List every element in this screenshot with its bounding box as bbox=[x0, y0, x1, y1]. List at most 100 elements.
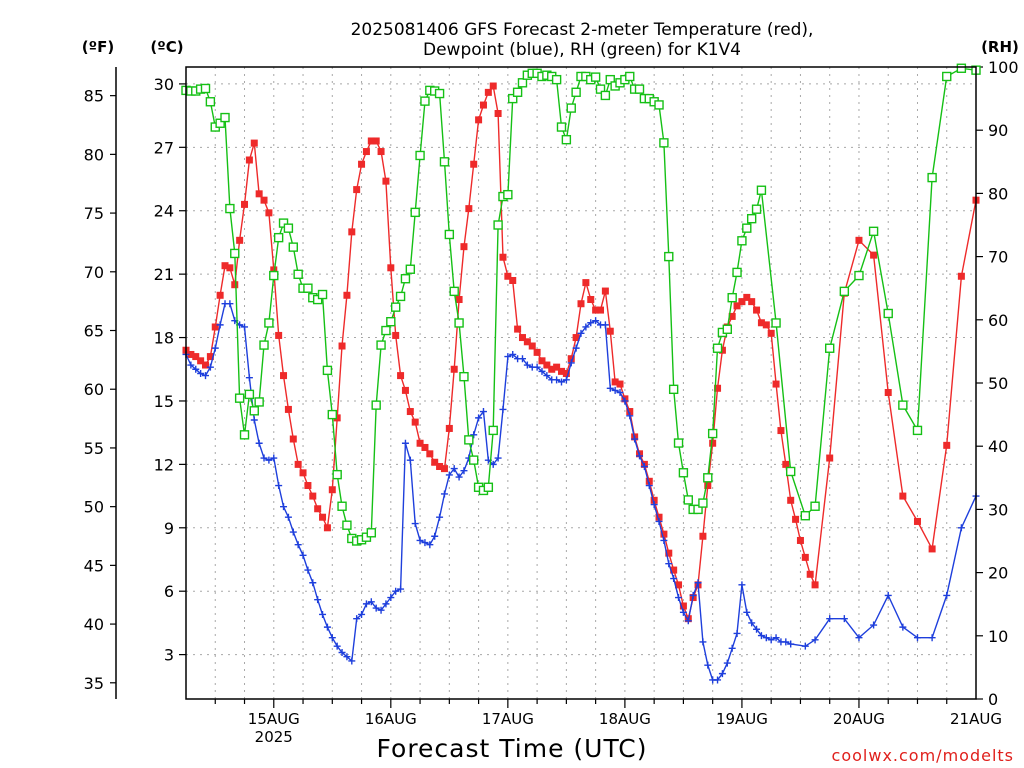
rh-point bbox=[839, 286, 850, 297]
dewpoint-point bbox=[377, 606, 385, 614]
temperature-point bbox=[704, 482, 712, 490]
dewpoint-point bbox=[319, 610, 327, 618]
data-series bbox=[181, 63, 981, 684]
temperature-point bbox=[884, 389, 892, 397]
dewpoint-point bbox=[499, 405, 507, 413]
temperature-point bbox=[533, 348, 541, 356]
dewpoint-point bbox=[299, 551, 307, 559]
temperature-point bbox=[675, 581, 683, 589]
dewpoint-point bbox=[387, 594, 395, 602]
rh-tick-label: 20 bbox=[988, 564, 1008, 583]
dewpoint-point bbox=[689, 591, 697, 599]
temperature-point bbox=[202, 361, 210, 369]
rh-point bbox=[756, 185, 767, 195]
dewpoint-point bbox=[211, 344, 219, 352]
x-tick-label: 16AUG bbox=[365, 710, 417, 728]
temperature-point bbox=[665, 549, 673, 557]
fahrenheit-tick-label: 65 bbox=[84, 322, 104, 341]
temperature-point bbox=[280, 372, 288, 380]
temperature-point bbox=[489, 82, 497, 90]
rh-tick-label: 50 bbox=[988, 374, 1008, 393]
fahrenheit-tick-label: 60 bbox=[84, 380, 104, 399]
temperature-point bbox=[626, 408, 634, 416]
temperature-point bbox=[377, 148, 385, 156]
dewpoint-point bbox=[928, 634, 936, 642]
rh-point bbox=[317, 289, 328, 300]
celsius-tick-label: 6 bbox=[164, 582, 174, 601]
rh-point bbox=[434, 88, 445, 99]
temperature-point bbox=[314, 505, 322, 513]
rh-point bbox=[269, 270, 279, 281]
dewpoint-point bbox=[455, 473, 463, 481]
dewpoint-point bbox=[358, 610, 366, 618]
dewpoint-point bbox=[333, 642, 341, 650]
rh-point bbox=[751, 204, 762, 214]
dewpoint-point bbox=[621, 397, 629, 405]
x-axis-title: Forecast Time (UTC) bbox=[377, 734, 648, 763]
rh-point bbox=[249, 406, 259, 416]
temperature-point bbox=[275, 331, 283, 339]
rh-point bbox=[810, 501, 820, 511]
rh-point bbox=[742, 223, 752, 233]
fahrenheit-tick-label: 85 bbox=[84, 87, 104, 106]
temperature-point bbox=[358, 160, 366, 168]
temperature-point bbox=[518, 334, 526, 342]
temperature-point bbox=[406, 408, 414, 416]
temperature-point bbox=[777, 427, 785, 435]
dewpoint-point bbox=[772, 634, 780, 642]
dewpoint-point bbox=[250, 416, 258, 424]
rh-point bbox=[600, 90, 611, 101]
rh-point bbox=[512, 87, 523, 97]
celsius-tick-label: 3 bbox=[164, 646, 174, 665]
temperature-point bbox=[475, 116, 483, 124]
dewpoint-point bbox=[855, 634, 863, 642]
dewpoint-point bbox=[718, 670, 726, 678]
rh-point bbox=[678, 468, 689, 478]
temperature-point bbox=[367, 137, 375, 145]
dewpoint-point bbox=[241, 323, 249, 331]
dewpoint-point bbox=[284, 513, 292, 521]
rh-point bbox=[737, 236, 747, 246]
rh-point bbox=[503, 189, 513, 200]
dewpoint-point bbox=[943, 591, 951, 599]
temperature-point bbox=[792, 515, 800, 523]
rh-point bbox=[225, 203, 235, 214]
rh-tick-label: 30 bbox=[988, 500, 1008, 519]
rh-point bbox=[732, 267, 742, 278]
rh-point bbox=[239, 430, 250, 440]
temperature-point bbox=[811, 581, 819, 589]
rh-point bbox=[785, 466, 796, 477]
rh-tick-label: 100 bbox=[988, 58, 1019, 77]
dewpoint-point bbox=[445, 471, 453, 479]
dewpoint-point bbox=[587, 319, 595, 327]
rh-point bbox=[493, 220, 503, 230]
dewpoint-point bbox=[426, 541, 434, 549]
dewpoint-point bbox=[660, 536, 668, 544]
rh-point bbox=[956, 63, 967, 73]
x-tick-label: 20AUG bbox=[833, 710, 885, 728]
temperature-point bbox=[762, 321, 770, 329]
temperature-point bbox=[548, 365, 556, 373]
temperature-point bbox=[333, 414, 341, 422]
rh-point bbox=[234, 393, 245, 403]
rh-point bbox=[322, 365, 333, 376]
dewpoint-point bbox=[665, 560, 673, 568]
temperature-point bbox=[928, 545, 936, 553]
rh-point bbox=[868, 226, 879, 237]
plot-frame bbox=[185, 66, 977, 700]
dewpoint-point bbox=[348, 657, 356, 665]
temperature-point bbox=[782, 460, 790, 468]
dewpoint-point bbox=[913, 634, 921, 642]
rh-tick-label: 90 bbox=[988, 121, 1008, 140]
fahrenheit-tick-label: 70 bbox=[84, 263, 104, 282]
dewpoint-point bbox=[699, 638, 707, 646]
dewpoint-point bbox=[353, 615, 361, 623]
rh-point bbox=[464, 435, 474, 445]
dewpoint-point bbox=[450, 465, 458, 473]
temperature-point bbox=[538, 357, 546, 365]
temperature-point bbox=[562, 369, 570, 377]
temperature-point bbox=[528, 342, 536, 350]
dewpoint-point bbox=[401, 439, 409, 447]
chart-title-line2: Dewpoint (blue), RH (green) for K1V4 bbox=[423, 40, 741, 60]
